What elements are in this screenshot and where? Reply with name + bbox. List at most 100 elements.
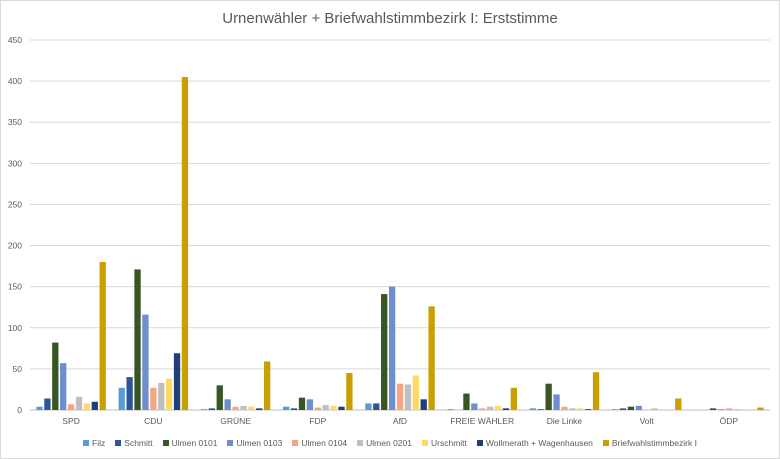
y-tick-label: 50 (13, 364, 23, 374)
bar (99, 262, 106, 410)
bar (216, 385, 223, 410)
x-tick-label: Volt (640, 416, 655, 426)
bar (396, 383, 404, 410)
bar (44, 398, 51, 410)
x-tick-label: GRÜNE (220, 416, 251, 426)
bar (733, 409, 740, 410)
bar (388, 286, 396, 410)
bar (717, 409, 725, 410)
legend-label: Ulmen 0104 (301, 438, 348, 448)
bar (592, 372, 600, 410)
bar (126, 377, 133, 410)
x-tick-label: AfD (393, 416, 407, 426)
y-tick-label: 350 (8, 117, 22, 127)
bar (134, 269, 141, 410)
bar (314, 407, 321, 410)
legend-label: Ulmen 0101 (171, 438, 218, 448)
bar (36, 406, 43, 410)
bar (537, 409, 544, 410)
legend-swatch (292, 440, 299, 446)
bar (479, 408, 486, 410)
bar (264, 361, 271, 410)
bar (75, 396, 83, 410)
bar (463, 393, 470, 410)
bar (635, 405, 642, 410)
bar (627, 406, 635, 410)
chart-title: Urnenwähler + Briefwahlstimmbezirk I: Er… (222, 10, 558, 27)
bar (545, 383, 552, 410)
bar (584, 409, 592, 410)
legend-item: Ulmen 0104 (292, 438, 347, 448)
x-tick-label: ÖDP (720, 416, 739, 426)
legend-item: Schmitt (115, 438, 153, 448)
x-tick-label: FREIE WÄHLER (450, 416, 514, 426)
legend-item: Urschmitt (422, 438, 467, 448)
y-tick-label: 300 (8, 158, 22, 168)
bar (240, 405, 247, 410)
legend-label: Ulmen 0201 (366, 438, 412, 448)
bar (118, 387, 125, 410)
bar (529, 408, 536, 410)
legend-swatch (115, 440, 122, 446)
x-tick-label: CDU (144, 416, 162, 426)
bar (330, 405, 337, 410)
legend-swatch (602, 440, 609, 446)
bar (447, 409, 454, 410)
bar (757, 407, 764, 410)
x-tick-label: Die Linke (547, 416, 583, 426)
bar (322, 405, 329, 410)
bar (381, 294, 388, 410)
y-tick-label: 150 (8, 282, 22, 292)
bar (283, 406, 290, 410)
y-tick-label: 250 (8, 199, 22, 209)
bar (494, 405, 502, 410)
legend-item: Ulmen 0103 (227, 438, 282, 448)
bar (208, 408, 216, 410)
bar (173, 353, 181, 410)
x-tick-label: FDP (309, 416, 326, 426)
bar (52, 342, 59, 410)
bar (709, 408, 717, 410)
legend-item: Briefwahlstimmbezirk I (602, 438, 697, 448)
bar (725, 408, 733, 410)
bar (553, 394, 560, 410)
bar (428, 306, 435, 410)
bar (60, 363, 67, 410)
bar (486, 406, 494, 410)
bar (404, 384, 412, 410)
bar (577, 408, 584, 410)
bar (619, 408, 627, 410)
bar (83, 403, 91, 410)
y-tick-label: 200 (8, 241, 22, 251)
bar (471, 403, 478, 410)
legend-swatch (83, 440, 90, 446)
bar (741, 409, 748, 410)
bar (420, 399, 427, 410)
legend-item: Ulmen 0101 (162, 438, 218, 448)
bar (181, 77, 189, 410)
bar (232, 406, 239, 410)
legend-label: Briefwahlstimmbezirk I (611, 438, 697, 448)
legend-swatch (227, 440, 234, 446)
legend-item: Ulmen 0201 (357, 438, 412, 448)
y-tick-label: 100 (8, 323, 22, 333)
bar (373, 403, 380, 410)
bar (651, 408, 658, 410)
legend-swatch (476, 440, 483, 446)
y-tick-label: 450 (8, 35, 22, 45)
bar (298, 397, 306, 410)
bar (365, 403, 372, 410)
legend-item: Filz (83, 438, 105, 448)
bar (569, 408, 576, 410)
legend-label: Ulmen 0103 (236, 438, 283, 448)
bar (675, 398, 682, 410)
bar (290, 408, 298, 410)
bar (158, 382, 165, 410)
bar (248, 406, 255, 410)
bar (200, 409, 208, 410)
x-tick-label: SPD (62, 416, 79, 426)
legend-label: Filz (92, 438, 106, 448)
bar (611, 409, 619, 410)
bar (659, 409, 666, 410)
